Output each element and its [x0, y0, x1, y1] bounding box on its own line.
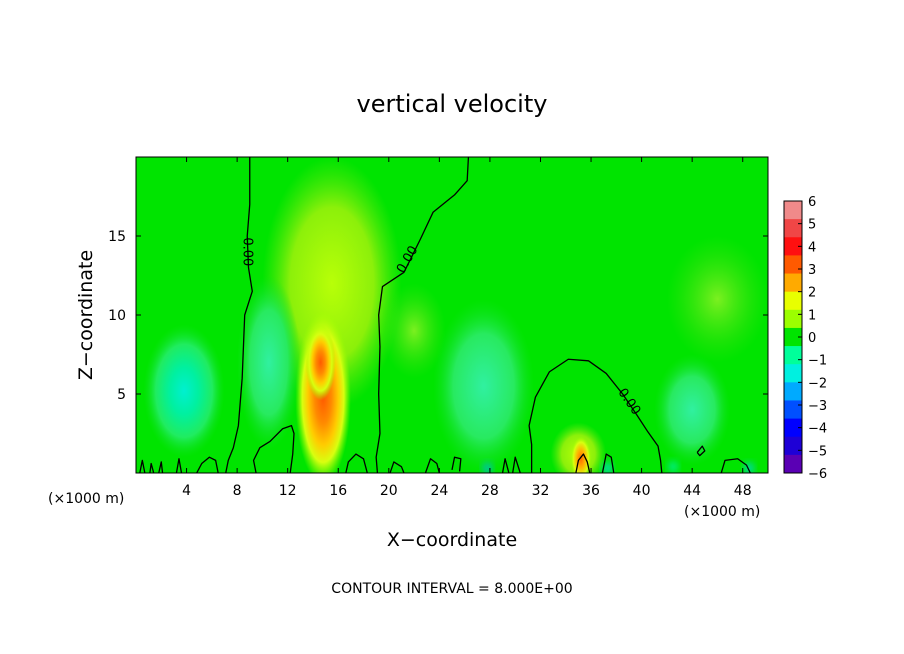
downdraft-2	[433, 299, 535, 473]
colorbar-swatch	[784, 219, 802, 238]
downdraft-1	[143, 324, 225, 458]
zero-contour	[696, 445, 706, 457]
x-tick-label: 16	[329, 483, 347, 499]
zero-contour	[720, 458, 751, 473]
colorbar-swatch	[784, 418, 802, 438]
x-tick-label: 28	[481, 483, 499, 499]
zero-contour	[252, 424, 295, 473]
y-tick-label: 10	[108, 308, 126, 324]
zero-contour	[196, 456, 219, 473]
zero-contour	[175, 458, 183, 473]
surface-downdraft-spot	[669, 461, 678, 472]
plot-area: 0.00 0.000.00 4 8 12 16 20 24 28 32 36 40 44 48 5101…	[108, 156, 769, 499]
y-tick-label: 15	[108, 229, 126, 245]
colorbar-tick-label: 3	[808, 263, 816, 278]
x-axis-title: X−coordinate	[387, 529, 517, 551]
y-axis: 5 10 15	[108, 229, 768, 403]
contour-label: 0.00	[240, 237, 255, 266]
x-unit-right: (×1000 m)	[684, 504, 760, 520]
colorbar-tick-label: 5	[808, 218, 816, 233]
x-tick-label: 44	[683, 483, 701, 499]
x-unit-left: (×1000 m)	[48, 491, 124, 507]
x-tick-label: 32	[532, 483, 550, 499]
colorbar-tick-label: 4	[808, 240, 816, 255]
colorbar-swatch	[784, 400, 802, 420]
x-tick-label: 36	[582, 483, 600, 499]
colorbar-swatch	[784, 346, 802, 365]
zero-contour	[501, 458, 510, 473]
zero-contour	[389, 461, 405, 473]
colorbar-swatch	[784, 273, 802, 293]
x-tick-label: 4	[182, 483, 191, 499]
zero-contour	[601, 453, 615, 473]
colorbar-tick-label: −6	[808, 467, 827, 482]
colorbar-swatch	[784, 436, 802, 456]
colorbar-tick-label: 2	[808, 286, 816, 301]
colorbar-swatch	[784, 364, 802, 383]
x-axis: 4 8 12 16 20 24 28 32 36 40 44 48	[182, 157, 752, 499]
colorbar-tick-label: −4	[808, 422, 827, 437]
colorbar-swatch	[784, 454, 802, 474]
x-tick-label: 40	[633, 483, 651, 499]
colorbar-swatch	[784, 237, 802, 256]
colorbar-tick-label: −3	[808, 399, 827, 414]
downdraft-3	[237, 275, 301, 450]
zero-contour	[424, 458, 440, 473]
colorbar-swatch	[784, 201, 802, 220]
zero-contour	[149, 462, 155, 473]
zero-contour	[375, 157, 470, 473]
zero-contours	[139, 157, 751, 473]
weak-updraft-upper	[666, 236, 768, 363]
x-tick-label: 20	[380, 483, 398, 499]
surface-downdraft-spot	[603, 463, 612, 473]
zero-contour	[575, 453, 591, 473]
colorbar-swatch	[784, 255, 802, 275]
colorbar-swatch	[784, 327, 802, 347]
colorbar-tick-label: −2	[808, 376, 827, 391]
colorbar-swatch	[784, 291, 802, 311]
updraft-core-2	[570, 436, 592, 473]
colorbar-tick-label: −1	[808, 354, 827, 369]
colorbar-tick-label: 1	[808, 308, 816, 323]
colorbar-swatch	[784, 382, 802, 401]
x-tick-label: 48	[734, 483, 752, 499]
zero-contour	[225, 157, 253, 473]
surface-downdraft-spot	[483, 463, 492, 473]
zero-contour	[451, 456, 462, 472]
downdraft-4	[654, 354, 731, 466]
colorbar-tick-label: 0	[808, 331, 816, 346]
x-tick-label: 24	[430, 483, 448, 499]
zero-contour	[139, 459, 146, 473]
x-tick-label: 12	[279, 483, 297, 499]
chart-title: vertical velocity	[357, 90, 548, 118]
velocity-field	[143, 157, 768, 473]
zero-contour	[158, 461, 164, 473]
colorbar-swatch	[784, 309, 802, 329]
x-tick-label: 8	[233, 483, 242, 499]
y-axis-title: Z−coordinate	[75, 250, 97, 380]
y-tick-label: 5	[117, 387, 126, 403]
weak-updraft-mid	[382, 283, 446, 379]
zero-contour	[512, 456, 521, 473]
zero-contour	[528, 358, 663, 473]
colorbar-tick-label: 6	[808, 195, 816, 210]
contour-interval: CONTOUR INTERVAL = 8.000E+00	[331, 581, 572, 597]
zero-contour	[345, 453, 368, 473]
colorbar: 6 5 4 3 2 1 0 −1 −2 −3 −4 −5 −6	[783, 195, 827, 482]
updraft-core-1-top	[305, 324, 336, 401]
colorbar-tick-label: −5	[808, 444, 827, 459]
